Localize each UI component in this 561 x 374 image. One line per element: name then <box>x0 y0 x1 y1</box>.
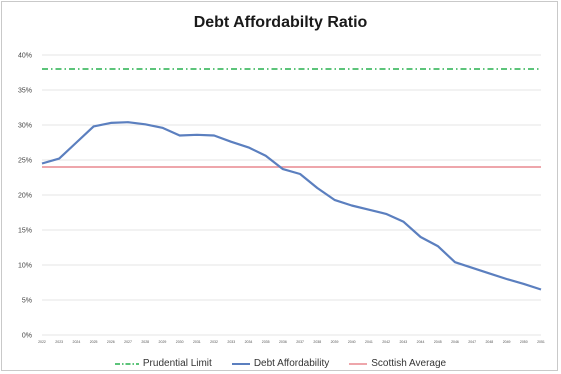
y-tick-label: 10% <box>18 263 32 270</box>
x-tick-label: 2037 <box>296 340 304 344</box>
x-tick-label: 2026 <box>107 340 115 344</box>
y-tick-label: 15% <box>18 228 32 235</box>
x-tick-label: 2022 <box>38 340 46 344</box>
legend-label-debt-affordability: Debt Affordability <box>253 358 330 369</box>
y-axis-ticks: 0% 5% 10% 15% 20% 25% 30% 35% 40% <box>18 53 32 340</box>
x-tick-label: 2039 <box>331 340 339 344</box>
x-tick-label: 2027 <box>124 340 132 344</box>
x-tick-label: 2033 <box>227 340 235 344</box>
x-tick-label: 2025 <box>90 340 98 344</box>
series-lines <box>41 68 542 291</box>
legend-item-scottish-average: Scottish Average <box>349 358 446 369</box>
y-tick-label: 30% <box>18 123 32 130</box>
x-tick-label: 2031 <box>193 340 201 344</box>
x-tick-label: 2029 <box>159 340 167 344</box>
legend-item-prudential-limit: Prudential Limit <box>114 358 212 369</box>
x-tick-label: 2051 <box>537 340 545 344</box>
x-tick-label: 2028 <box>141 340 149 344</box>
legend: Prudential Limit Debt Affordability Scot… <box>0 358 561 369</box>
y-tick-label: 20% <box>18 193 32 200</box>
x-tick-label: 2035 <box>262 340 270 344</box>
legend-swatch-debt-affordability <box>231 362 250 365</box>
x-tick-label: 2049 <box>503 340 511 344</box>
series-line-debt-affordability <box>41 121 542 291</box>
x-tick-label: 2042 <box>382 340 390 344</box>
x-tick-label: 2043 <box>399 340 407 344</box>
x-tick-label: 2036 <box>279 340 287 344</box>
legend-item-debt-affordability: Debt Affordability <box>231 358 330 369</box>
x-tick-label: 2050 <box>520 340 528 344</box>
x-tick-label: 2038 <box>313 340 321 344</box>
y-tick-label: 40% <box>18 53 32 60</box>
legend-swatch-prudential-limit <box>114 362 139 365</box>
x-tick-label: 2030 <box>176 340 184 344</box>
x-tick-label: 2032 <box>210 340 218 344</box>
x-tick-label: 2024 <box>73 340 81 344</box>
legend-swatch-scottish-average <box>349 362 368 365</box>
x-tick-label: 2034 <box>245 340 253 344</box>
y-tick-label: 35% <box>18 88 32 95</box>
x-tick-label: 2045 <box>434 340 442 344</box>
x-tick-label: 2040 <box>348 340 356 344</box>
gridlines <box>42 54 541 336</box>
y-tick-label: 5% <box>22 298 32 305</box>
x-tick-label: 2047 <box>468 340 476 344</box>
x-tick-label: 2044 <box>417 340 425 344</box>
legend-label-prudential-limit: Prudential Limit <box>142 358 212 369</box>
x-tick-label: 2041 <box>365 340 373 344</box>
y-tick-label: 0% <box>22 333 32 340</box>
chart-title: Debt Affordabilty Ratio <box>193 14 368 31</box>
x-tick-label: 2023 <box>55 340 63 344</box>
x-axis-ticks: 2022 2023 2024 2025 2026 2027 2028 2029 2030 2031… <box>38 340 545 344</box>
y-tick-label: 25% <box>18 158 32 165</box>
x-tick-label: 2048 <box>485 340 493 344</box>
legend-label-scottish-average: Scottish Average <box>371 358 447 369</box>
x-tick-label: 2046 <box>451 340 459 344</box>
